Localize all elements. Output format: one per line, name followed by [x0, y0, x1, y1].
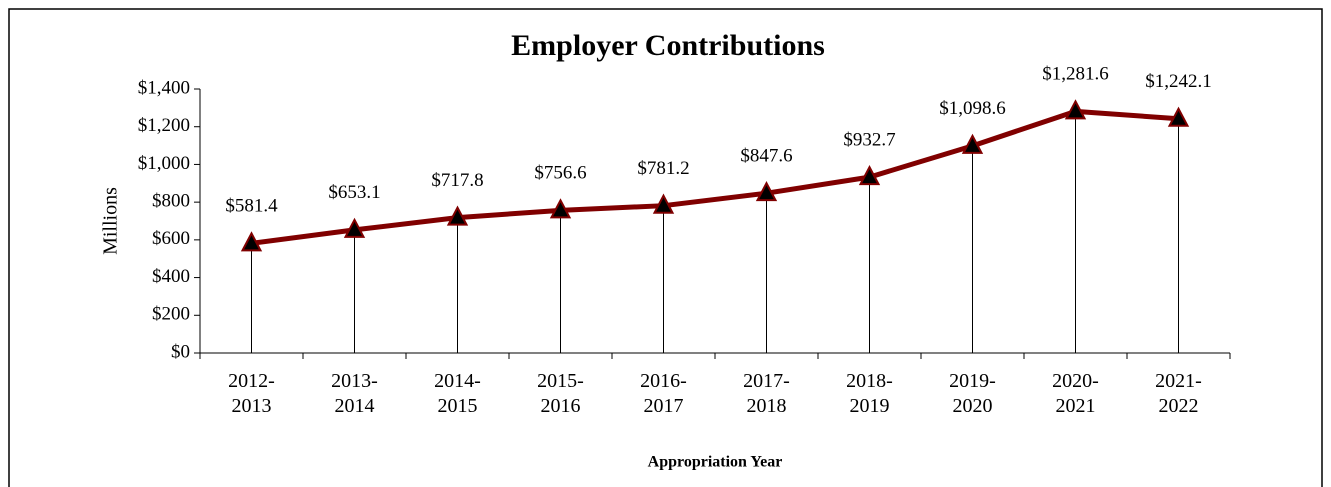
- x-axis-title: Appropriation Year: [648, 454, 783, 471]
- data-label: $847.6: [740, 146, 792, 167]
- marker: [446, 205, 469, 226]
- x-tick-label: 2021-2022: [1155, 370, 1202, 417]
- y-tick-label: $400: [152, 266, 190, 287]
- chart-title: Employer Contributions: [511, 29, 825, 62]
- x-tick-label: 2014-2015: [434, 370, 481, 417]
- y-tick-label: $200: [152, 304, 190, 325]
- x-tick-label: 2012-2013: [228, 370, 275, 417]
- x-tick-label: 2015-2016: [537, 370, 584, 417]
- y-tick-label: $1,000: [138, 153, 190, 174]
- y-tick-label: $1,200: [138, 115, 190, 136]
- x-tick-label: 2017-2018: [743, 370, 790, 417]
- data-label: $1,281.6: [1042, 64, 1109, 85]
- data-label: $581.4: [225, 196, 278, 217]
- data-label: $932.7: [843, 129, 895, 150]
- y-tick-label: $800: [152, 191, 190, 212]
- data-label: $1,098.6: [939, 98, 1006, 119]
- y-tick-label: $1,400: [138, 77, 190, 98]
- y-tick-label: $0: [171, 341, 190, 362]
- data-label: $1,242.1: [1145, 71, 1212, 92]
- marker: [652, 193, 675, 214]
- chart-border: [8, 8, 1323, 487]
- y-axis-title: Millions: [100, 187, 122, 255]
- marker: [240, 231, 263, 252]
- data-label: $756.6: [534, 163, 586, 184]
- line: [251, 108, 1179, 246]
- marker: [858, 164, 881, 186]
- marker: [549, 198, 572, 219]
- data-label: $781.2: [637, 158, 689, 179]
- marker: [1167, 106, 1190, 127]
- marker: [755, 181, 778, 202]
- marker: [961, 133, 984, 154]
- x-tick-label: 2013-2014: [331, 370, 378, 417]
- x-tick-label: 2018-2019: [846, 370, 893, 417]
- marker: [343, 217, 366, 238]
- marker: [1064, 99, 1087, 120]
- x-tick-label: 2019-2020: [949, 370, 996, 417]
- x-tick-label: 2016-2017: [640, 370, 687, 417]
- y-tick-label: $600: [152, 228, 190, 249]
- data-label: $653.1: [328, 182, 380, 203]
- x-tick-label: 2020-2021: [1052, 370, 1099, 417]
- data-label: $717.8: [431, 170, 483, 191]
